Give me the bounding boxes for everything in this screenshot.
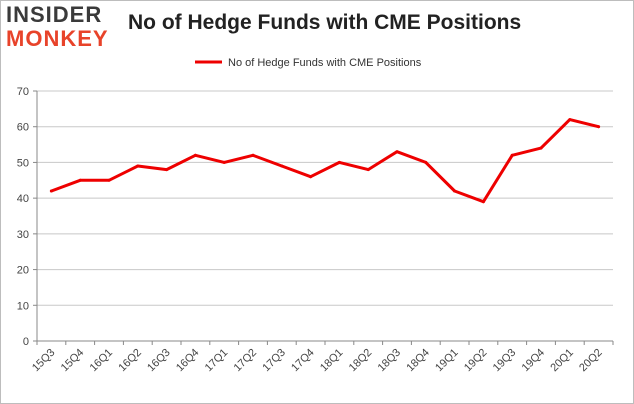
- logo-text-top: INSIDER: [6, 2, 103, 27]
- data-point: [481, 200, 485, 204]
- chart-title: No of Hedge Funds with CME Positions: [128, 11, 522, 34]
- y-tick-label: 10: [17, 300, 29, 312]
- data-point: [424, 160, 428, 164]
- x-tick-label: 18Q2: [347, 347, 375, 375]
- data-point: [107, 178, 111, 182]
- y-tick-label: 20: [17, 265, 29, 277]
- x-tick-label: 16Q1: [88, 347, 116, 375]
- x-tick-label: 15Q3: [30, 347, 58, 375]
- data-point: [453, 189, 457, 193]
- insider-monkey-logo: INSIDER MONKEY: [6, 4, 118, 54]
- data-point: [280, 164, 284, 168]
- data-point: [309, 175, 313, 179]
- x-tick-label: 19Q4: [520, 347, 548, 375]
- data-point: [510, 153, 514, 157]
- y-tick-label: 50: [17, 157, 29, 169]
- x-tick-label: 17Q4: [289, 347, 317, 375]
- data-point: [366, 168, 370, 172]
- x-tick-label: 16Q2: [116, 347, 144, 375]
- x-tick-label: 16Q4: [174, 347, 202, 375]
- data-point: [568, 118, 572, 122]
- x-tick-label: 18Q4: [404, 347, 432, 375]
- x-tick-label: 18Q3: [376, 347, 404, 375]
- y-tick-label: 30: [17, 229, 29, 241]
- y-tick-label: 40: [17, 193, 29, 205]
- x-tick-label: 20Q2: [577, 347, 605, 375]
- x-tick-label: 19Q2: [462, 347, 490, 375]
- y-tick-label: 0: [23, 336, 29, 348]
- x-tick-label: 16Q3: [145, 347, 173, 375]
- data-point: [136, 164, 140, 168]
- data-point: [193, 153, 197, 157]
- data-point: [337, 160, 341, 164]
- x-tick-label: 19Q1: [433, 347, 461, 375]
- data-point: [78, 178, 82, 182]
- x-tick-label: 20Q1: [548, 347, 576, 375]
- series-line: [49, 118, 601, 204]
- data-point: [251, 153, 255, 157]
- legend-label: No of Hedge Funds with CME Positions: [228, 57, 422, 69]
- x-tick-label: 19Q3: [491, 347, 519, 375]
- data-point: [539, 146, 543, 150]
- logo-text-bottom: MONKEY: [6, 26, 109, 51]
- x-tick-label: 18Q1: [318, 347, 346, 375]
- data-point: [597, 125, 601, 129]
- data-point: [222, 160, 226, 164]
- data-point: [165, 168, 169, 172]
- data-point: [49, 189, 53, 193]
- y-tick-label: 60: [17, 122, 29, 134]
- x-tick-label: 15Q4: [59, 347, 87, 375]
- x-tick-label: 17Q1: [203, 347, 231, 375]
- x-tick-label: 17Q2: [232, 347, 260, 375]
- x-tick-label: 17Q3: [260, 347, 288, 375]
- data-point: [395, 150, 399, 154]
- y-tick-label: 70: [17, 86, 29, 98]
